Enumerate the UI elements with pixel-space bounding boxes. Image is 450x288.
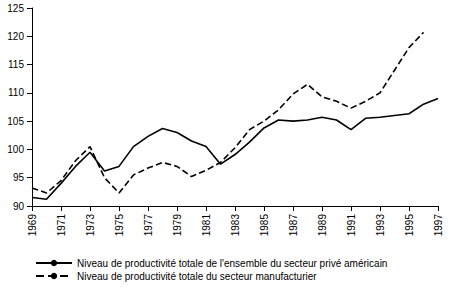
svg-text:Niveau de productivité totale: Niveau de productivité totale de l'ensem… [77, 258, 387, 269]
svg-text:Niveau de productivité totale: Niveau de productivité totale du secteur… [77, 271, 317, 282]
svg-text:1991: 1991 [346, 214, 357, 237]
svg-text:1995: 1995 [404, 214, 415, 237]
svg-text:1973: 1973 [85, 214, 96, 237]
svg-text:1997: 1997 [433, 214, 444, 237]
svg-text:100: 100 [7, 144, 24, 155]
svg-text:120: 120 [7, 31, 24, 42]
svg-text:1987: 1987 [288, 214, 299, 237]
svg-text:1971: 1971 [56, 214, 67, 237]
svg-text:1979: 1979 [172, 214, 183, 237]
svg-text:1969: 1969 [27, 214, 38, 237]
svg-text:125: 125 [7, 3, 24, 14]
svg-text:1975: 1975 [114, 214, 125, 237]
svg-text:95: 95 [13, 172, 25, 183]
svg-text:115: 115 [8, 59, 24, 70]
svg-text:1977: 1977 [143, 214, 154, 237]
svg-text:1989: 1989 [317, 214, 328, 237]
svg-text:1981: 1981 [201, 214, 212, 237]
svg-text:1983: 1983 [230, 214, 241, 237]
svg-text:1985: 1985 [259, 214, 270, 237]
svg-text:110: 110 [8, 87, 24, 98]
svg-text:90: 90 [13, 201, 25, 212]
svg-text:105: 105 [7, 116, 24, 127]
svg-text:1993: 1993 [375, 214, 386, 237]
